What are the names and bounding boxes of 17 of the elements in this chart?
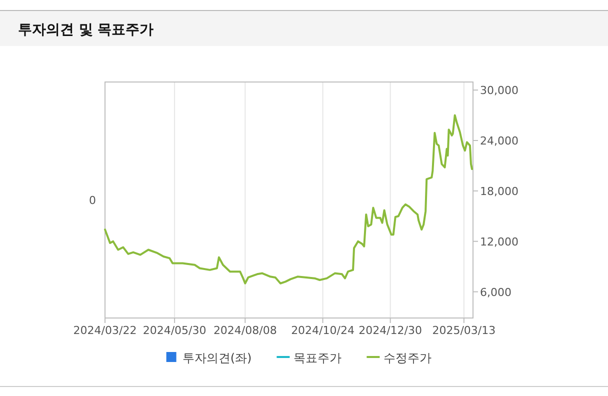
y2-tick-label: 18,000 bbox=[480, 184, 518, 198]
legend-label: 목표주가 bbox=[294, 351, 342, 365]
y2-tick-label: 24,000 bbox=[480, 134, 518, 148]
x-tick-label: 2024/12/30 bbox=[358, 324, 422, 337]
y2-tick-label: 12,000 bbox=[480, 235, 518, 248]
legend-label: 투자의견(좌) bbox=[182, 351, 252, 365]
line-series bbox=[104, 114, 473, 284]
chart-title: 투자의견 및 목표주가 bbox=[18, 22, 154, 38]
x-tick-label: 2024/05/30 bbox=[142, 324, 206, 337]
x-tick-label: 2025/03/13 bbox=[432, 324, 496, 337]
legend-label: 수정주가 bbox=[384, 351, 432, 365]
text: 0 bbox=[89, 194, 96, 207]
x-tick-label: 2024/10/24 bbox=[291, 324, 354, 337]
x-tick-label: 2024/08/08 bbox=[213, 324, 277, 337]
y2-tick-label: 6,000 bbox=[480, 286, 512, 299]
x-tick-label: 2024/03/22 bbox=[73, 324, 137, 337]
y2-tick-label: 30,000 bbox=[480, 84, 518, 98]
